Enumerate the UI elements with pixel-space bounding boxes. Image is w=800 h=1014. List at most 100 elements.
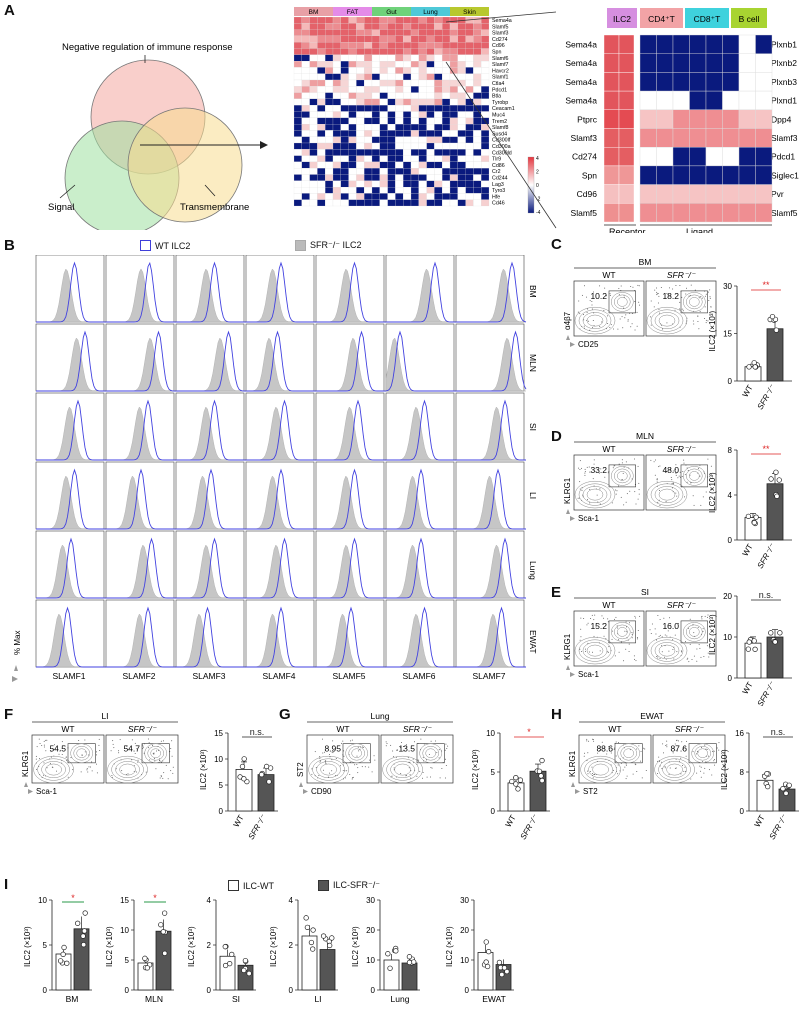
heatmap-cell: [426, 155, 435, 163]
heatmap-cell: [325, 35, 334, 43]
flow-event-dot: [632, 773, 634, 775]
heatmap-cell: [356, 168, 365, 175]
flow-contour: [654, 312, 680, 330]
flow-event-dot: [391, 775, 393, 777]
tissue-bar-fat: [333, 7, 372, 16]
flow-event-dot: [657, 293, 659, 295]
flow-event-dot: [90, 766, 92, 768]
flow-event-dot: [67, 776, 69, 778]
flow-gate-value: 33.2: [590, 465, 607, 475]
histogram-wt-line: [106, 537, 176, 599]
flow-contour: [37, 758, 70, 781]
heatmap-cell: [395, 105, 404, 112]
heatmap-cell: [309, 29, 318, 37]
flow-contour: [582, 486, 608, 504]
flow-event-dot: [342, 770, 344, 772]
flow-event-dot: [625, 461, 627, 463]
flow-event-dot: [685, 755, 687, 757]
yaxis-arrow: [14, 665, 18, 671]
heatmap-cell: [387, 105, 396, 112]
histogram-sfr-fill: [36, 268, 106, 323]
flow-event-dot: [428, 754, 430, 756]
heatmap-cell: [348, 42, 357, 49]
histogram-row-label: BM: [528, 285, 538, 298]
flow-event-dot: [693, 655, 695, 657]
heatmap-cell: [340, 42, 349, 49]
flow-contour: [147, 745, 164, 761]
flow-contour: [646, 636, 688, 665]
histogram-wt-line: [316, 468, 386, 530]
heatmap-cell: [348, 187, 357, 194]
chart-i-datapoint: [160, 929, 166, 935]
heatmap-cell: [293, 42, 302, 49]
heatmap-cell: [403, 193, 412, 200]
heatmap-cell: [317, 54, 326, 62]
flow-event-dot: [618, 463, 620, 465]
flow-event-dot: [631, 632, 633, 634]
rl-receptor-label: Sema4a: [565, 58, 597, 68]
flow-event-dot: [707, 291, 709, 293]
chart-i-datapoint: [484, 963, 491, 970]
flow-event-dot: [638, 482, 640, 484]
flow-event-dot: [675, 749, 677, 751]
rl-receptor-label: Sema4a: [565, 77, 597, 87]
flow-contour: [611, 622, 634, 642]
heatmap-cell: [379, 168, 388, 175]
rl-ligand-cell: [755, 146, 773, 167]
heatmap-cell: [371, 168, 380, 175]
flow-event-dot: [695, 753, 697, 755]
flow-event-dot: [142, 746, 144, 748]
rl-ligand-cell: [689, 165, 707, 185]
histogram-sfr-fill: [316, 475, 386, 530]
heatmap-cell: [410, 54, 419, 62]
heatmap-cell: [364, 117, 373, 125]
flow-event-dot: [170, 747, 172, 749]
flow-event-dot: [392, 750, 394, 752]
heatmap-cell: [364, 136, 373, 144]
heatmap-cell: [356, 35, 365, 43]
heatmap-gene-label: Pdcd1: [492, 87, 507, 93]
rl-ligand-cell: [672, 184, 690, 204]
heatmap-cell: [403, 98, 412, 106]
flow-event-dot: [88, 766, 90, 768]
flow-event-dot: [402, 745, 404, 747]
flow-event-dot: [685, 293, 687, 295]
flow-event-dot: [142, 748, 144, 750]
heatmap-cell: [325, 54, 334, 62]
flow-event-dot: [431, 767, 433, 769]
heatmap-cell: [356, 79, 365, 87]
flow-contour: [689, 627, 700, 637]
heatmap-cell: [340, 111, 349, 118]
rl-ligand-cell: [639, 109, 657, 129]
flow-gate: [608, 464, 636, 488]
flow-event-dot: [142, 745, 144, 747]
chart-i-bar-wt: [55, 953, 72, 991]
flow-contour: [578, 483, 612, 506]
heatmap-cell: [301, 130, 310, 137]
heatmap-cell: [293, 105, 302, 112]
flow-event-dot: [606, 753, 608, 755]
flow-yaxis-arrow: [566, 509, 570, 514]
flow-event-dot: [98, 744, 100, 746]
flow-event-dot: [701, 616, 703, 618]
chart-i-bar-wt: [219, 955, 236, 991]
heatmap-cell: [293, 54, 302, 62]
heatmap-cell: [371, 16, 380, 24]
bar-datapoint: [772, 639, 778, 645]
flow-event-dot: [61, 741, 63, 743]
rl-ligand-cell: [672, 146, 690, 167]
heatmap-cell: [387, 199, 396, 207]
bar-category-label: WT: [741, 542, 755, 557]
flow-event-dot: [43, 740, 45, 742]
heatmap-cell: [348, 199, 357, 207]
heatmap-cell: [395, 60, 404, 68]
heatmap-cell: [332, 60, 341, 68]
flow-event-dot: [634, 617, 636, 619]
flow-event-dot: [632, 286, 634, 288]
heatmap-cell: [426, 48, 435, 55]
heatmap-gene-label: Tyro3: [492, 188, 505, 194]
heatmap-cell: [293, 130, 302, 137]
heatmap-cell: [426, 54, 435, 62]
histogram-wt-line: [316, 261, 386, 323]
heatmap-cell: [410, 60, 419, 68]
